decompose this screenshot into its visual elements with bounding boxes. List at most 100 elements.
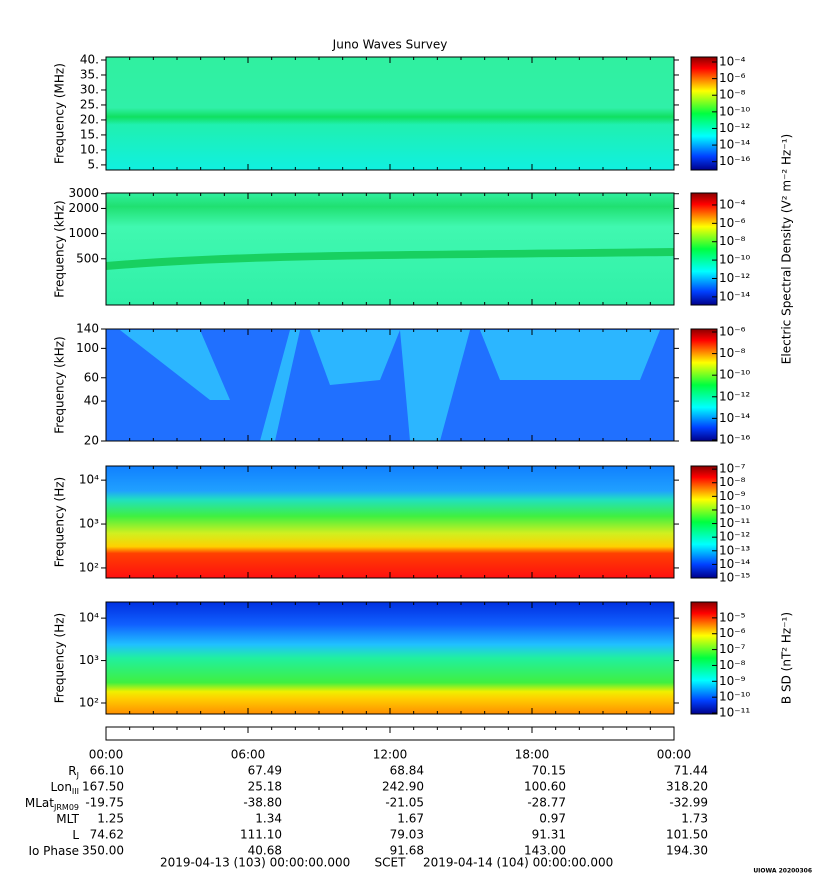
ephemeris-value: 91.68 bbox=[390, 844, 424, 858]
colorbar-tick-label: 10⁻¹⁴ bbox=[719, 557, 750, 571]
chart-title: Juno Waves Survey bbox=[332, 38, 448, 52]
colorbar bbox=[690, 601, 718, 715]
y-tick-label: 100 bbox=[76, 341, 99, 355]
ephemeris-value: 66.10 bbox=[90, 764, 124, 778]
y-tick-label: 10⁴ bbox=[79, 473, 99, 487]
y-tick-label: 40 bbox=[84, 394, 99, 408]
y-tick-label: 20. bbox=[80, 112, 99, 126]
ephemeris-label: MLT bbox=[56, 812, 79, 826]
colorbar-tick-label: 10⁻¹⁰ bbox=[719, 368, 750, 382]
colorbar bbox=[690, 465, 718, 579]
colorbar bbox=[690, 192, 718, 306]
x-tick-label: 00:00 bbox=[657, 748, 692, 762]
footer-start: 2019-04-13 (103) 00:00:00.000 bbox=[160, 856, 350, 870]
y-axis-label: Frequency (MHz) bbox=[53, 63, 67, 164]
ephemeris-value: -19.75 bbox=[85, 796, 124, 810]
colorbar-tick-label: 10⁻¹² bbox=[719, 530, 750, 544]
spectrogram-images bbox=[106, 57, 674, 714]
colorbar-tick-label: 10⁻¹⁵ bbox=[719, 571, 750, 585]
label-text: MLat bbox=[25, 796, 54, 810]
colorbar bbox=[690, 328, 718, 442]
ephemeris-value: -38.80 bbox=[243, 796, 282, 810]
ephemeris-value: 100.60 bbox=[524, 780, 566, 794]
colorbar-tick-label: 10⁻⁴ bbox=[719, 55, 746, 69]
x-tick-label: 00:00 bbox=[89, 748, 124, 762]
ephemeris-value: 167.50 bbox=[82, 780, 124, 794]
footer-frame: SCET bbox=[375, 856, 407, 870]
colorbar-tick-label: 10⁻¹⁴ bbox=[719, 289, 750, 303]
y-tick-label: 25. bbox=[80, 97, 99, 111]
colorbar-tick-label: 10⁻⁷ bbox=[719, 642, 746, 656]
colorbar-tick-label: 10⁻⁹ bbox=[719, 489, 746, 503]
ephemeris-value: 111.10 bbox=[240, 828, 282, 842]
ephemeris-label: RJ bbox=[68, 764, 79, 780]
y-tick-label: 2000 bbox=[68, 201, 99, 215]
ephemeris-value: 318.20 bbox=[666, 780, 708, 794]
colorbar-tick-label: 10⁻⁸ bbox=[719, 658, 746, 672]
label-subscript: J bbox=[76, 771, 79, 780]
colorbar-tick-label: 10⁻¹² bbox=[719, 271, 750, 285]
colorbar bbox=[690, 56, 718, 171]
label-text: Io Phase bbox=[28, 844, 79, 858]
y-axis-label: Frequency (kHz) bbox=[53, 200, 67, 297]
y-tick-label: 60 bbox=[84, 370, 99, 384]
y-tick-label: 40. bbox=[80, 52, 99, 66]
ephemeris-value: -32.99 bbox=[669, 796, 708, 810]
ephemeris-value: 143.00 bbox=[524, 844, 566, 858]
ephemeris-value: 1.73 bbox=[681, 812, 708, 826]
y-tick-label: 500 bbox=[76, 251, 99, 265]
ephemeris-value: 40.68 bbox=[248, 844, 282, 858]
y-tick-label: 10⁴ bbox=[79, 611, 99, 625]
colorbar-tick-label: 10⁻¹⁶ bbox=[719, 154, 750, 168]
label-subscript: III bbox=[72, 787, 79, 796]
y-tick-label: 10³ bbox=[79, 517, 99, 531]
ephemeris-value: 350.00 bbox=[82, 844, 124, 858]
ephemeris-value: 74.62 bbox=[90, 828, 124, 842]
colorbar-label: B SD (nT² Hz⁻¹) bbox=[780, 612, 794, 704]
ephemeris-label: MLatJRM09 bbox=[25, 796, 79, 812]
colorbar-tick-label: 10⁻¹² bbox=[719, 389, 750, 403]
label-text: R bbox=[68, 764, 76, 778]
ephemeris-value: 0.97 bbox=[539, 812, 566, 826]
colorbar-tick-label: 10⁻⁸ bbox=[719, 346, 746, 360]
y-tick-label: 10² bbox=[79, 695, 99, 709]
colorbar-tick-label: 10⁻⁴ bbox=[719, 197, 746, 211]
ephemeris-label: Io Phase bbox=[28, 844, 79, 858]
y-tick-label: 10. bbox=[80, 142, 99, 156]
label-text: L bbox=[72, 828, 79, 842]
label-text: MLT bbox=[56, 812, 79, 826]
y-tick-label: 140 bbox=[76, 322, 99, 336]
ephemeris-label: LonIII bbox=[51, 780, 80, 796]
colorbar-tick-label: 10⁻¹³ bbox=[719, 543, 750, 557]
ephemeris-label: L bbox=[72, 828, 79, 842]
ephemeris-value: -21.05 bbox=[385, 796, 424, 810]
colorbar-tick-label: 10⁻¹⁴ bbox=[719, 411, 750, 425]
ephemeris-value: 91.31 bbox=[532, 828, 566, 842]
ephemeris-value: 71.44 bbox=[674, 764, 708, 778]
ephemeris-value: 68.84 bbox=[390, 764, 424, 778]
x-tick-label: 12:00 bbox=[373, 748, 408, 762]
colorbar-tick-label: 10⁻¹⁴ bbox=[719, 138, 750, 152]
colorbar-tick-label: 10⁻¹⁰ bbox=[719, 253, 750, 267]
colorbar-tick-label: 10⁻⁸ bbox=[719, 475, 746, 489]
y-tick-label: 15. bbox=[80, 127, 99, 141]
ephemeris-value: 194.30 bbox=[666, 844, 708, 858]
y-tick-label: 1000 bbox=[68, 226, 99, 240]
y-axis-label: Frequency (Hz) bbox=[53, 613, 67, 704]
colorbar-tick-label: 10⁻⁶ bbox=[719, 216, 746, 230]
colorbar-tick-label: 10⁻⁵ bbox=[719, 610, 746, 624]
ephemeris-value: -28.77 bbox=[527, 796, 566, 810]
time-axis bbox=[105, 726, 675, 741]
colorbar-tick-label: 10⁻¹¹ bbox=[719, 516, 750, 530]
colorbar-tick-label: 10⁻⁹ bbox=[719, 674, 746, 688]
y-tick-label: 20 bbox=[84, 434, 99, 448]
colorbar-tick-label: 10⁻⁷ bbox=[719, 462, 746, 476]
ephemeris-value: 242.90 bbox=[382, 780, 424, 794]
y-tick-label: 3000 bbox=[68, 186, 99, 200]
y-tick-label: 10² bbox=[79, 560, 99, 574]
ephemeris-value: 79.03 bbox=[390, 828, 424, 842]
y-axis-label: Frequency (Hz) bbox=[53, 477, 67, 568]
ephemeris-value: 70.15 bbox=[532, 764, 566, 778]
y-tick-label: 35. bbox=[80, 67, 99, 81]
colorbar-tick-label: 10⁻⁶ bbox=[719, 71, 746, 85]
